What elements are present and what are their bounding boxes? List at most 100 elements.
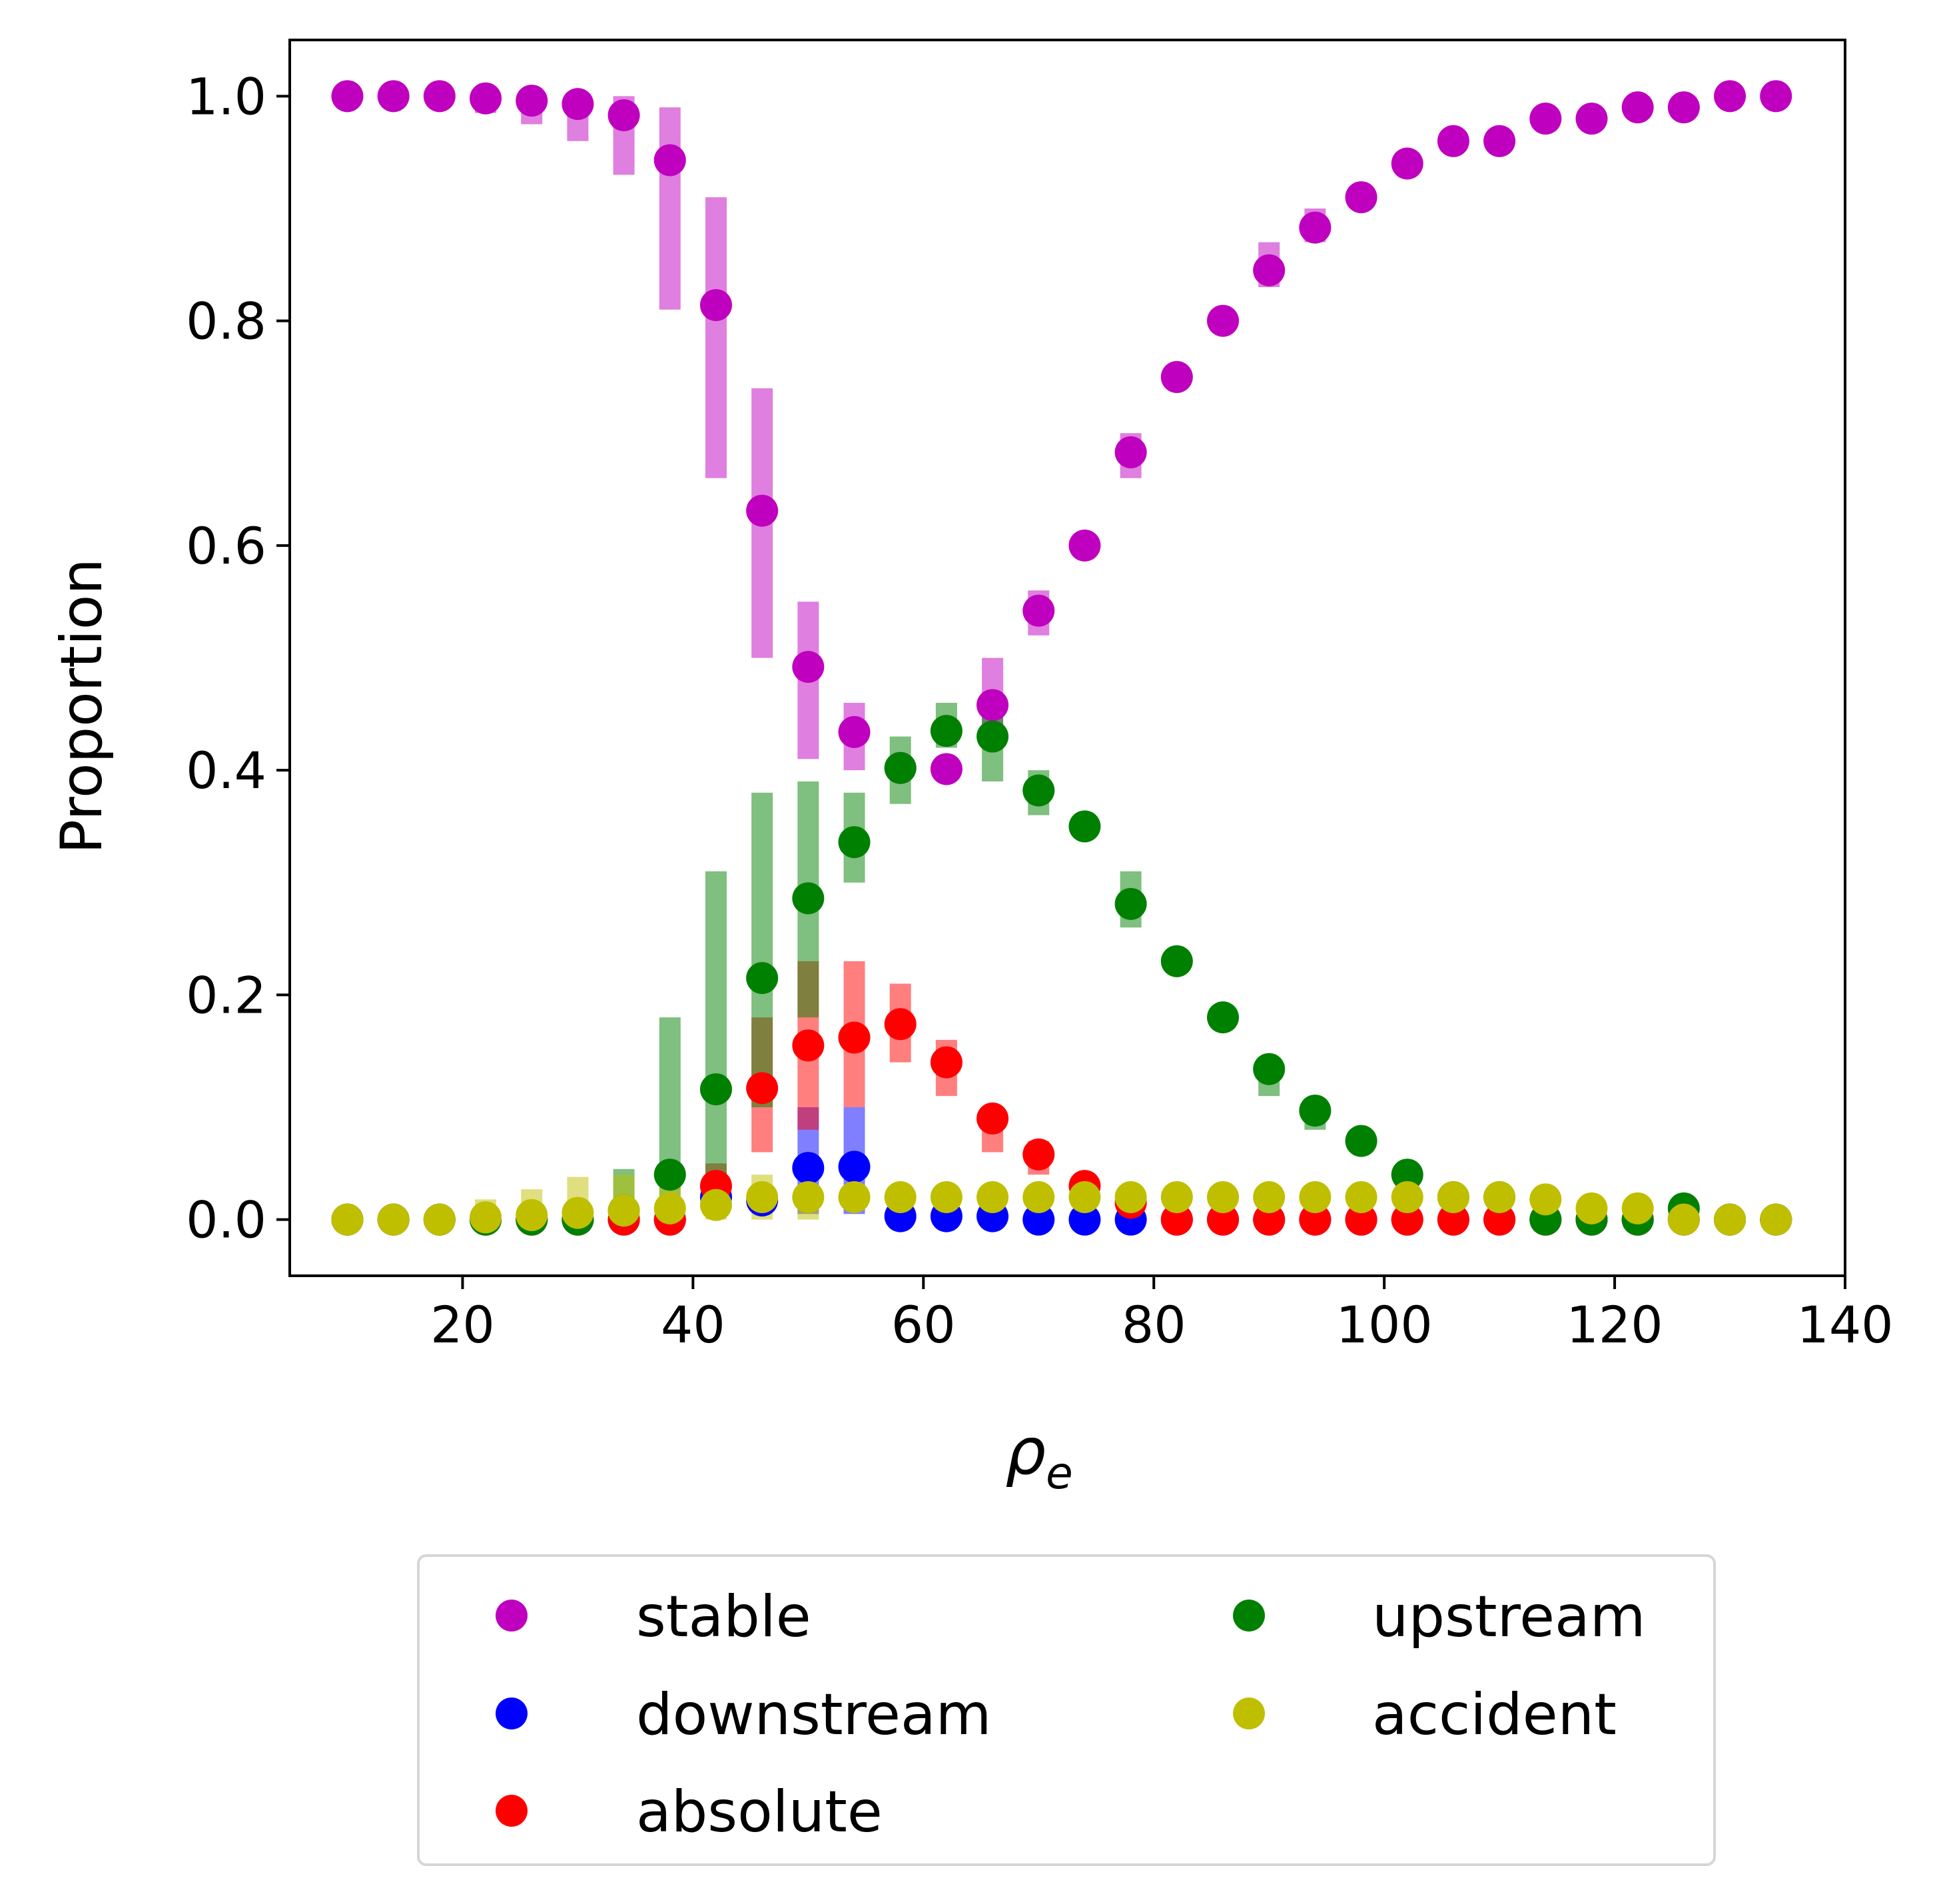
accident-point bbox=[1114, 1181, 1147, 1213]
stable-point bbox=[377, 80, 410, 113]
stable-point bbox=[1299, 211, 1332, 244]
accident-point bbox=[976, 1181, 1009, 1213]
accident-point bbox=[653, 1192, 686, 1224]
accident-point bbox=[1483, 1181, 1516, 1213]
absolute-point bbox=[884, 1008, 917, 1041]
accident-point bbox=[930, 1181, 963, 1213]
downstream-point bbox=[1022, 1203, 1055, 1236]
y-tick-label: 0.6 bbox=[186, 516, 266, 576]
stable-error-bar bbox=[705, 197, 727, 478]
legend-label-upstream: upstream bbox=[1372, 1584, 1645, 1650]
legend-marker-stable bbox=[496, 1600, 528, 1632]
absolute-point bbox=[1437, 1203, 1469, 1236]
absolute-point bbox=[1345, 1203, 1377, 1236]
x-tick-label: 80 bbox=[1122, 1295, 1186, 1354]
x-axis-title-subscript: e bbox=[1046, 1448, 1073, 1499]
stable-point bbox=[1022, 594, 1055, 627]
stable-point bbox=[470, 82, 502, 115]
accident-point bbox=[1299, 1181, 1332, 1213]
upstream-error-bar bbox=[705, 871, 727, 1197]
stable-point bbox=[1621, 91, 1654, 124]
absolute-point bbox=[1299, 1203, 1332, 1236]
accident-point bbox=[1345, 1181, 1377, 1213]
accident-point bbox=[1022, 1181, 1055, 1213]
absolute-point bbox=[838, 1021, 871, 1054]
upstream-point bbox=[930, 715, 963, 747]
accident-point bbox=[1437, 1181, 1469, 1213]
absolute-point bbox=[1160, 1203, 1193, 1236]
legend-label-accident: accident bbox=[1372, 1681, 1617, 1748]
accident-point bbox=[1207, 1181, 1239, 1213]
x-tick-label: 100 bbox=[1336, 1295, 1433, 1354]
x-tick-label: 120 bbox=[1567, 1295, 1663, 1354]
upstream-point bbox=[792, 882, 825, 915]
accident-point bbox=[423, 1203, 456, 1236]
stable-error-bar bbox=[659, 107, 681, 310]
x-tick-label: 20 bbox=[430, 1295, 495, 1354]
upstream-point bbox=[1345, 1125, 1377, 1157]
upstream-point bbox=[838, 826, 871, 859]
stable-point bbox=[607, 99, 640, 131]
stable-point bbox=[1391, 147, 1423, 180]
stable-point bbox=[976, 689, 1009, 721]
accident-point bbox=[1621, 1192, 1654, 1224]
stable-point bbox=[1667, 91, 1700, 124]
plot-frame bbox=[288, 39, 1846, 1277]
upstream-point bbox=[746, 962, 779, 995]
absolute-point bbox=[930, 1046, 963, 1079]
upstream-point bbox=[699, 1073, 732, 1106]
downstream-point bbox=[792, 1152, 825, 1185]
stable-point bbox=[792, 650, 825, 683]
y-tick-label: 0.0 bbox=[186, 1190, 266, 1250]
accident-point bbox=[1575, 1192, 1608, 1224]
accident-point bbox=[562, 1196, 594, 1229]
legend-marker-absolute bbox=[496, 1795, 528, 1827]
stable-point bbox=[746, 494, 779, 527]
accident-point bbox=[1714, 1203, 1746, 1236]
accident-point bbox=[699, 1189, 732, 1221]
legend-marker-upstream bbox=[1233, 1600, 1265, 1632]
accident-point bbox=[607, 1194, 640, 1227]
accident-point bbox=[470, 1201, 502, 1234]
legend-label-downstream: downstream bbox=[636, 1681, 991, 1748]
stable-point bbox=[1760, 80, 1792, 113]
stable-point bbox=[1529, 103, 1562, 135]
downstream-point bbox=[1068, 1203, 1101, 1236]
absolute-point bbox=[1022, 1138, 1055, 1171]
legend-frame bbox=[417, 1554, 1716, 1866]
upstream-point bbox=[1391, 1159, 1423, 1191]
x-axis-title-symbol: ρ bbox=[1005, 1414, 1046, 1489]
stable-point bbox=[1253, 254, 1286, 286]
accident-point bbox=[1760, 1203, 1792, 1236]
accident-point bbox=[1667, 1203, 1700, 1236]
upstream-point bbox=[1160, 945, 1193, 977]
y-tick-label: 0.8 bbox=[186, 292, 266, 351]
accident-point bbox=[1160, 1181, 1193, 1213]
absolute-point bbox=[1207, 1203, 1239, 1236]
upstream-error-bar bbox=[751, 792, 773, 1108]
absolute-point bbox=[976, 1102, 1009, 1135]
stable-point bbox=[331, 80, 364, 113]
x-tick-label: 140 bbox=[1796, 1295, 1893, 1354]
upstream-point bbox=[1068, 810, 1101, 843]
absolute-point bbox=[1253, 1203, 1286, 1236]
stable-point bbox=[1437, 125, 1469, 157]
stable-point bbox=[1345, 181, 1377, 214]
y-tick-label: 0.4 bbox=[186, 741, 266, 800]
stable-point bbox=[423, 80, 456, 113]
stable-point bbox=[838, 715, 871, 748]
legend-marker-accident bbox=[1233, 1697, 1265, 1729]
stable-point bbox=[1575, 103, 1608, 135]
absolute-point bbox=[746, 1072, 779, 1105]
upstream-point bbox=[1299, 1095, 1332, 1127]
upstream-point bbox=[1207, 1001, 1239, 1034]
stable-point bbox=[653, 144, 686, 177]
accident-point bbox=[884, 1181, 917, 1213]
legend-marker-downstream bbox=[496, 1697, 528, 1729]
x-axis-title: ρe bbox=[1005, 1414, 1073, 1499]
x-tick-label: 40 bbox=[661, 1295, 725, 1354]
stable-point bbox=[1068, 529, 1101, 562]
accident-point bbox=[1253, 1181, 1286, 1213]
data-points bbox=[331, 80, 1792, 1236]
